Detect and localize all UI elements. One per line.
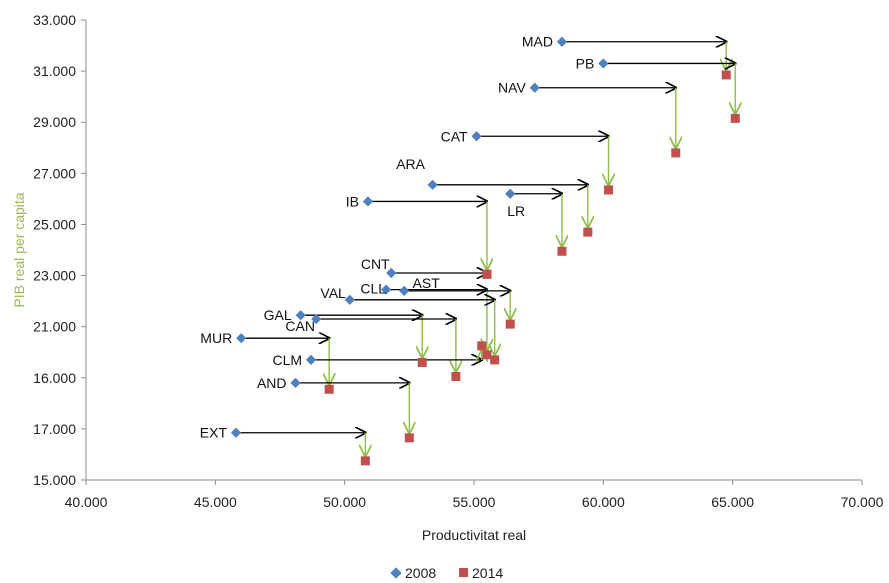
- point-2014-cnt: [482, 269, 492, 279]
- y-tick-label: 16.000: [33, 370, 76, 386]
- y-tick-label: 21.000: [33, 319, 76, 335]
- point-2008-nav: [529, 82, 540, 93]
- point-2008-ara: [427, 179, 438, 190]
- point-2014-val: [490, 355, 500, 365]
- axes: [85, 20, 862, 481]
- x-tick-label: 70.000: [841, 494, 884, 510]
- point-2014-can: [451, 372, 461, 381]
- x-tick-label: 65.000: [711, 494, 754, 510]
- point-2008-can: [311, 313, 322, 325]
- point-2014-ext: [360, 456, 370, 466]
- label-pb: PB: [576, 55, 595, 71]
- y-tick-label: 27.000: [33, 165, 76, 181]
- point-2014-clm: [477, 341, 487, 351]
- y-axis-title: PIB real per capita: [11, 192, 27, 307]
- y-tick-label: 25.000: [33, 216, 76, 232]
- label-nav: NAV: [498, 80, 526, 96]
- x-ticks: 40.000 45.000 50.000 55.000 60.000 65.000 70.0…: [65, 480, 884, 510]
- label-ib: IB: [346, 193, 359, 209]
- point-2014-mur: [324, 384, 334, 394]
- point-2008-cat: [471, 131, 482, 142]
- x-axis-title: Productivitat real: [422, 527, 526, 543]
- point-2008-lr: [505, 188, 516, 199]
- label-cnt: CNT: [361, 256, 390, 272]
- point-2014-and: [404, 433, 414, 443]
- point-2014-pb: [730, 113, 740, 123]
- point-2008-cnt: [386, 267, 397, 279]
- point-2014-ara: [583, 227, 593, 237]
- point-2008-clm: [305, 354, 317, 365]
- legend-marker-2014: [459, 568, 468, 577]
- label-cat: CAT: [441, 128, 468, 144]
- point-2014-nav: [671, 148, 681, 158]
- point-2008-ib: [362, 196, 374, 207]
- legend-label-2008: 2008: [405, 565, 436, 581]
- point-2008-mad: [556, 36, 568, 47]
- y-tick-label: 33.000: [33, 12, 76, 28]
- y-tick-label: 31.000: [33, 63, 76, 79]
- x-tick-label: 55.000: [453, 494, 496, 510]
- label-can: CAN: [285, 318, 315, 334]
- label-ara: ARA: [396, 156, 425, 172]
- point-2008-pb: [598, 58, 609, 69]
- label-val: VAL: [320, 285, 346, 301]
- markers: [230, 36, 740, 466]
- x-tick-label: 60.000: [582, 494, 625, 510]
- point-2014-cat: [604, 185, 614, 195]
- x-tick-label: 45.000: [194, 494, 237, 510]
- y-tick-label: 17.000: [33, 421, 76, 437]
- point-2008-and: [290, 377, 301, 388]
- label-mur: MUR: [200, 330, 232, 346]
- label-lr: LR: [507, 203, 525, 219]
- point-2014-ast: [505, 319, 515, 329]
- y-tick-label: 15.000: [33, 472, 76, 488]
- y-ticks: 15.000 17.000 16.000 21.000 23.000 25.000 27.0…: [33, 12, 86, 488]
- point-2014-gal: [417, 357, 427, 367]
- point-2014-cll: [482, 350, 492, 360]
- point-2008-cll: [380, 284, 392, 295]
- point-2014-lr: [557, 246, 567, 256]
- label-and: AND: [257, 375, 287, 391]
- label-cll: CLL: [360, 281, 386, 297]
- legend: 2008 2014: [390, 565, 503, 581]
- point-2008-mur: [236, 333, 247, 344]
- point-2014-mad: [721, 70, 731, 80]
- label-ext: EXT: [200, 425, 228, 441]
- point-2008-ext: [230, 427, 242, 438]
- y-tick-label: 23.000: [33, 268, 76, 284]
- label-mad: MAD: [522, 34, 553, 50]
- point-2008-val: [344, 294, 355, 305]
- x-tick-label: 40.000: [65, 494, 108, 510]
- point-2008-gal: [295, 310, 306, 321]
- point-2008-ast: [399, 285, 410, 296]
- legend-label-2014: 2014: [472, 565, 503, 581]
- label-clm: CLM: [272, 352, 302, 368]
- label-ast: AST: [413, 275, 441, 291]
- label-gal: GAL: [264, 307, 292, 323]
- arrows: [236, 42, 735, 456]
- x-tick-label: 50.000: [323, 494, 366, 510]
- y-tick-label: 29.000: [33, 114, 76, 130]
- legend-marker-2008: [390, 567, 402, 579]
